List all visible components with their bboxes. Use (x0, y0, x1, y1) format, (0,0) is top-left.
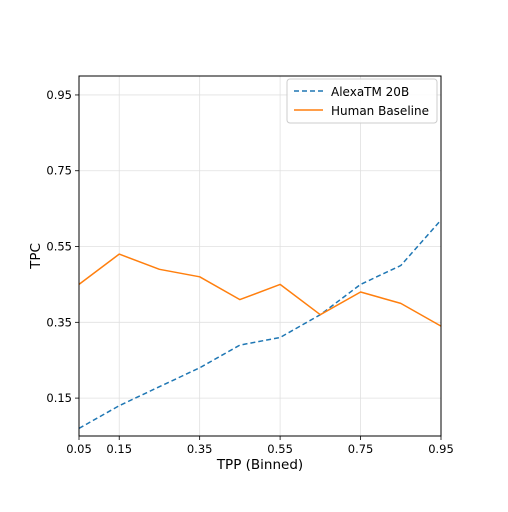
legend-label-alexatm: AlexaTM 20B (331, 85, 409, 99)
series-line-alexatm-20b (78, 219, 442, 430)
x-axis-label: TPP (Binned) (216, 457, 303, 473)
legend-box (286, 78, 438, 124)
x-tick-label: 0.05 (66, 442, 92, 456)
legend: AlexaTM 20B Human Baseline (286, 78, 438, 124)
x-tick-label: 0.35 (187, 442, 213, 456)
y-tick-label: 0.95 (46, 88, 72, 102)
tick-layer: 0.05 0.15 0.35 0.55 0.75 0.95 0.15 0.35 0.55 0.75… (46, 88, 453, 456)
plot-frame (78, 75, 442, 437)
y-tick-label: 0.75 (46, 164, 72, 178)
legend-label-human-baseline: Human Baseline (331, 104, 429, 118)
y-tick-label: 0.35 (46, 315, 72, 329)
series-layer (78, 219, 442, 430)
x-tick-label: 0.15 (106, 442, 132, 456)
x-tick-label: 0.95 (428, 442, 454, 456)
y-axis-label: TPC (28, 243, 44, 270)
y-tick-label: 0.15 (46, 391, 72, 405)
x-tick-label: 0.55 (267, 442, 293, 456)
y-tick-label: 0.55 (46, 240, 72, 254)
series-line-human-baseline (78, 253, 442, 327)
x-tick-label: 0.75 (348, 442, 374, 456)
